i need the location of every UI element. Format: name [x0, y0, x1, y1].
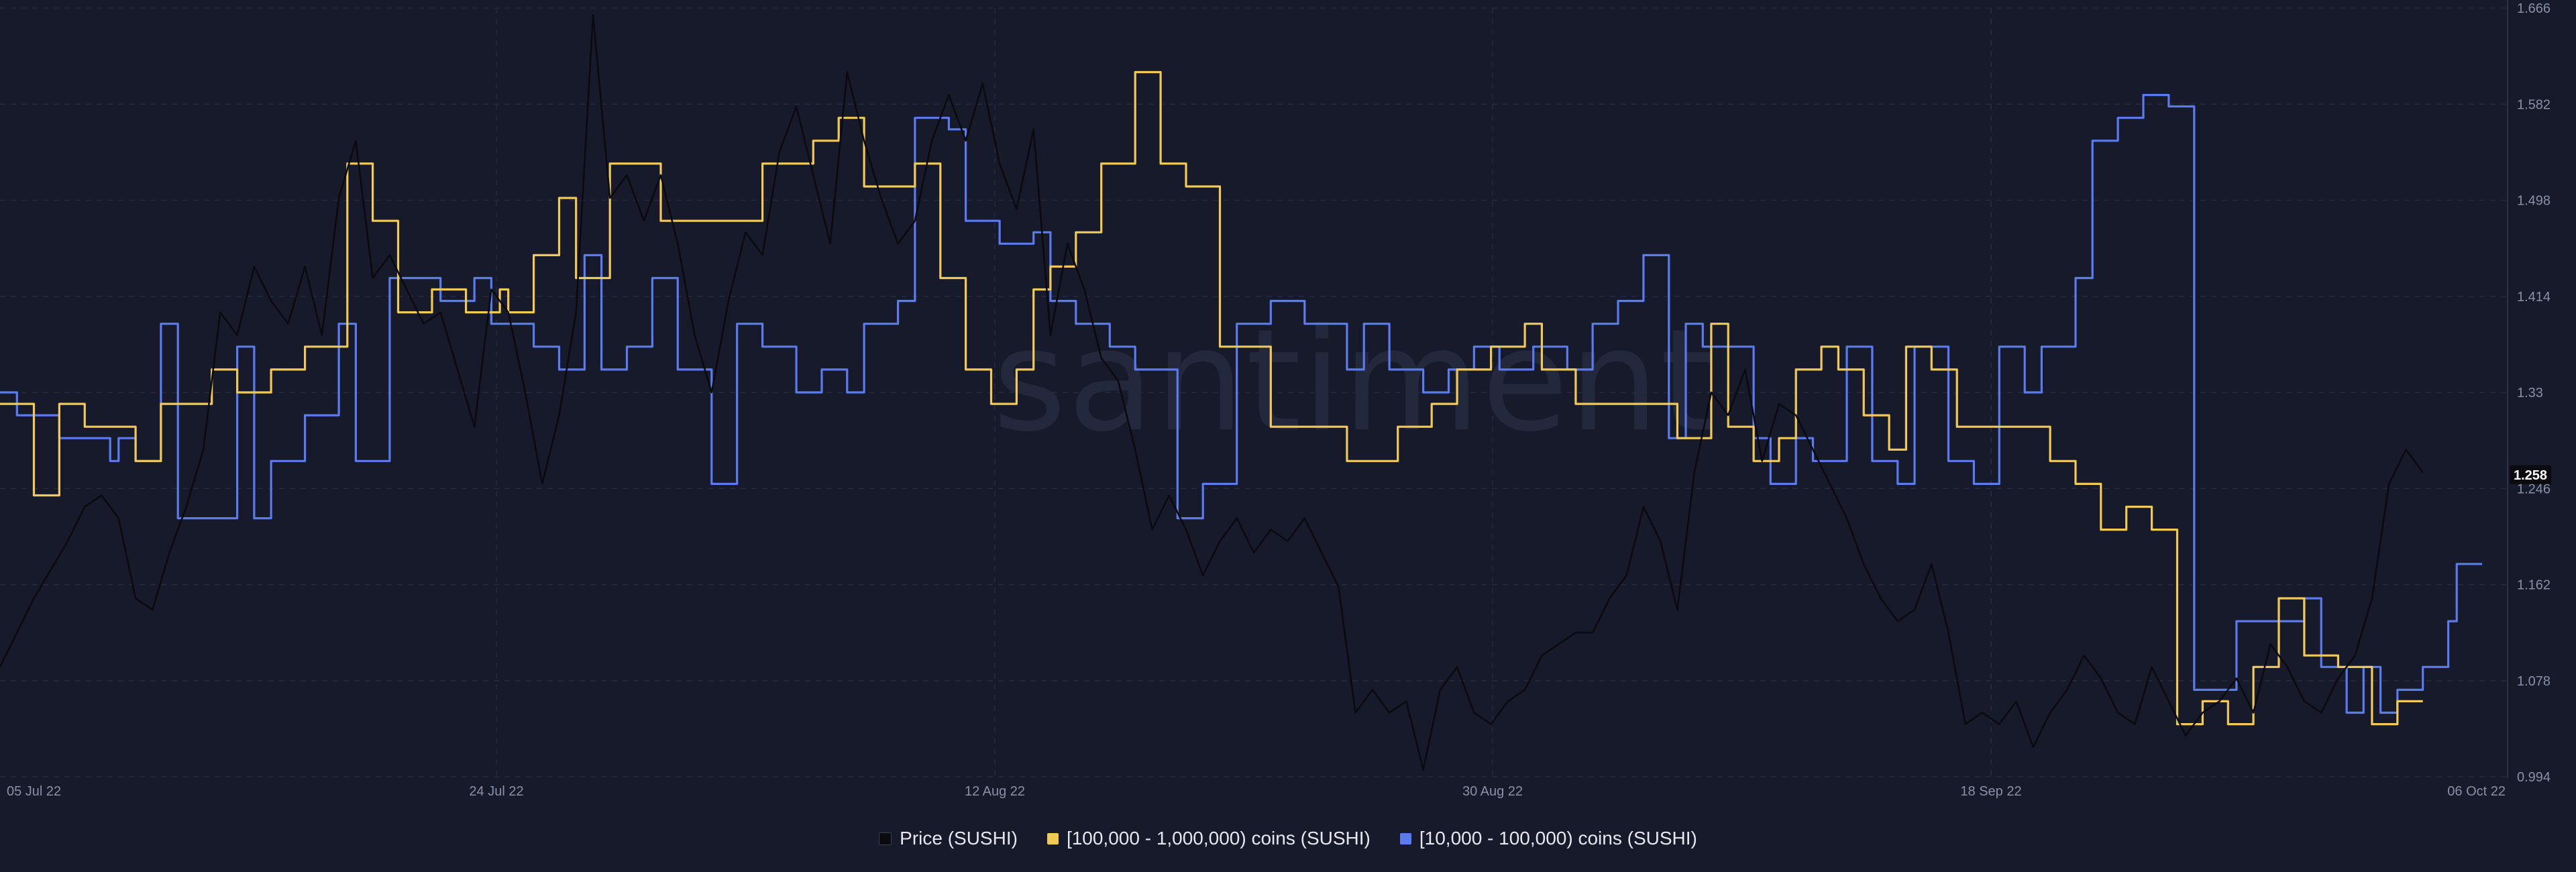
legend-item-price[interactable]: Price (SUSHI): [879, 828, 1018, 849]
last-price-badge: [2510, 465, 2551, 484]
y-tick-label: 1.078: [2517, 674, 2551, 689]
x-tick-label: 24 Jul 22: [469, 784, 523, 799]
last-price-label: 1.258: [2510, 465, 2551, 484]
y-tick-label: 1.414: [2517, 290, 2551, 305]
legend-item-holders-10k-100k[interactable]: [10,000 - 100,000) coins (SUSHI): [1399, 828, 1697, 849]
x-tick-label: 05 Jul 22: [7, 784, 61, 799]
legend-label-price: Price (SUSHI): [900, 828, 1018, 849]
x-tick-label: 06 Oct 22: [2447, 784, 2506, 799]
legend-swatch-price: [879, 832, 892, 845]
x-tick-label: 30 Aug 22: [1462, 784, 1523, 799]
series-layer: [0, 13, 2483, 771]
legend-swatch-holders-100k-1m: [1046, 832, 1059, 844]
legend-swatch-holders-10k-100k: [1399, 832, 1411, 844]
y-tick-label: 1.666: [2517, 1, 2551, 16]
x-axis-ticks: 05 Jul 22 24 Jul 22 12 Aug 22 30 Aug 22 18 S…: [7, 784, 2506, 799]
legend-label-holders-10k-100k: [10,000 - 100,000) coins (SUSHI): [1419, 828, 1697, 849]
y-tick-label: 1.246: [2517, 482, 2551, 496]
y-tick-label: 1.162: [2517, 578, 2551, 593]
y-tick-label: 1.498: [2517, 194, 2551, 209]
y-tick-label: 0.994: [2517, 770, 2551, 785]
chart-legend: Price (SUSHI) [100,000 - 1,000,000) coin…: [0, 824, 2576, 853]
x-tick-label: 18 Sep 22: [1960, 784, 2021, 799]
santiment-watermark: santiment: [993, 298, 1717, 463]
y-tick-label: 1.33: [2517, 386, 2543, 400]
holders-100k-1m-line: [0, 70, 2423, 726]
price-line: [0, 13, 2424, 771]
x-tick-label: 12 Aug 22: [965, 784, 1025, 799]
last-price-text: 1.258: [2514, 468, 2547, 483]
y-tick-label: 1.582: [2517, 97, 2551, 112]
legend-item-holders-100k-1m[interactable]: [100,000 - 1,000,000) coins (SUSHI): [1046, 828, 1371, 849]
y-axis-ticks: 0.994 1.078 1.162 1.246 1.33 1.414 1.498 1.582 1…: [2517, 1, 2551, 785]
legend-label-holders-100k-1m: [100,000 - 1,000,000) coins (SUSHI): [1066, 828, 1371, 849]
